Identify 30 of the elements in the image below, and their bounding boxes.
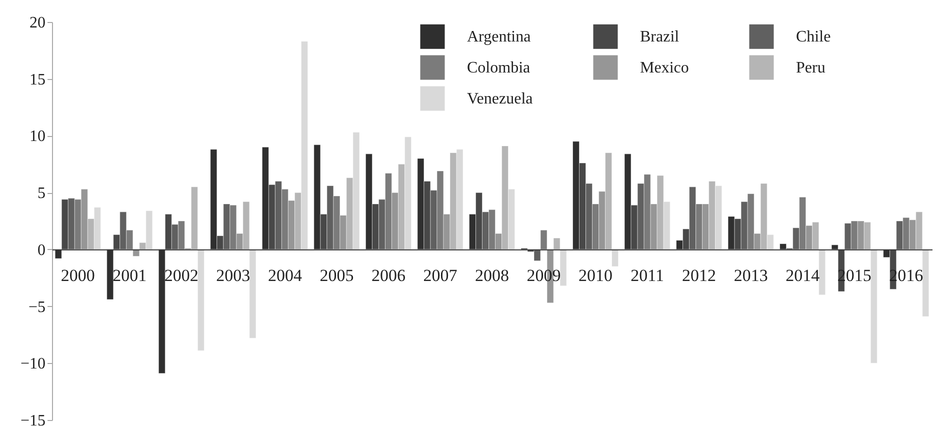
x-tick-label: 2008 (475, 266, 509, 285)
x-tick-label: 2001 (112, 266, 147, 285)
y-tick-label: 5 (38, 185, 46, 202)
x-tick-label: 2003 (216, 266, 250, 285)
y-tick-label: 10 (30, 128, 46, 146)
y-tick-label: −5 (28, 298, 46, 316)
x-tick-label: 2005 (320, 266, 354, 285)
legend-label: Brazil (640, 28, 680, 46)
x-tick-label: 2009 (526, 266, 561, 285)
x-tick-label: 2006 (371, 266, 406, 285)
legend-label: Peru (796, 60, 826, 76)
x-tick-label: 2002 (164, 266, 198, 285)
legend-label: Argentina (467, 28, 531, 46)
x-tick-label: 2000 (60, 266, 95, 285)
legend-label: Colombia (467, 60, 530, 76)
x-tick-label: 2012 (682, 266, 716, 285)
legend-label: Chile (796, 28, 831, 46)
y-tick-label: −15 (20, 412, 46, 427)
x-tick-label: 2013 (734, 266, 768, 285)
x-tick-label: 2004 (268, 266, 302, 285)
x-tick-label: 2011 (630, 266, 664, 285)
y-tick-label: 15 (30, 71, 46, 88)
x-tick-label: 2007 (423, 266, 458, 285)
y-tick-label: 20 (30, 14, 46, 32)
x-tick-label: 2014 (786, 266, 820, 285)
y-tick-label: 0 (38, 242, 46, 259)
legend-label: Mexico (640, 60, 689, 76)
legend-label: Venezuela (467, 90, 533, 108)
x-tick-label: 2010 (578, 266, 613, 285)
y-tick-label: −10 (20, 356, 46, 373)
